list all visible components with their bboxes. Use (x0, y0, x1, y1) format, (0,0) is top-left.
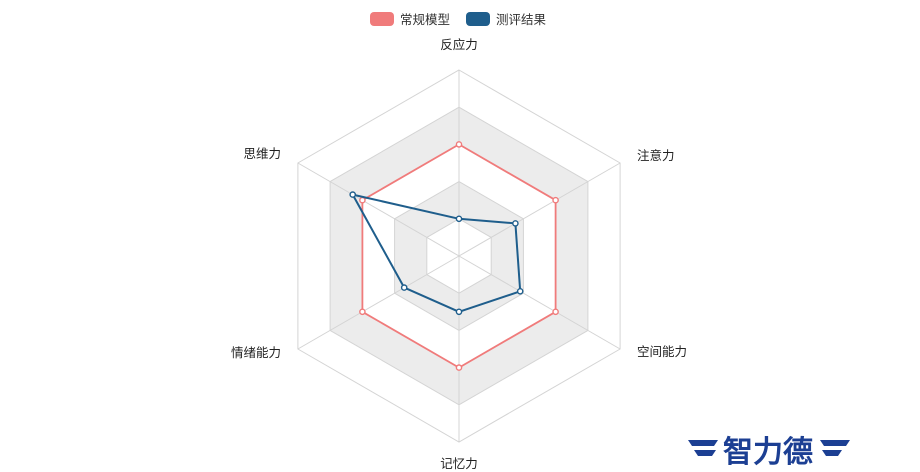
series-1-point-5[interactable] (349, 191, 357, 198)
series-1-point-1[interactable] (512, 220, 519, 227)
series-0-point-2[interactable] (552, 308, 559, 316)
legend-swatch-0 (370, 12, 394, 26)
axis-label-5: 思维力 (243, 146, 281, 161)
brand-logo: 智力德 (688, 435, 850, 470)
legend-swatch-1 (466, 12, 490, 26)
spoke-4 (297, 255, 460, 350)
spoke-5 (297, 162, 460, 257)
legend-label-1: 测评结果 (496, 12, 547, 27)
series-1 (349, 191, 524, 316)
legend-label-0: 常规模型 (400, 12, 450, 27)
series-0-point-3[interactable] (455, 364, 463, 371)
logo-right-wing (820, 440, 850, 456)
series-1-point-4[interactable] (400, 284, 408, 291)
series-0-point-5[interactable] (359, 196, 366, 204)
series-0-point-4[interactable] (359, 308, 366, 316)
axis-label-2: 空间能力 (637, 344, 687, 359)
series-0-point-0[interactable] (455, 141, 463, 148)
chart-legend: 常规模型 测评结果 (370, 12, 547, 27)
logo-left-wing (688, 440, 718, 456)
logo-text: 智力德 (723, 435, 813, 470)
legend-item-0[interactable]: 常规模型 (370, 12, 450, 27)
series-1-point-3[interactable] (455, 308, 463, 316)
legend-item-1[interactable]: 测评结果 (466, 12, 547, 27)
series-0-point-1[interactable] (552, 196, 559, 204)
spoke-2 (458, 255, 621, 350)
spoke-1 (458, 162, 621, 257)
radar-series-layer (349, 141, 559, 371)
radar-spokes (297, 70, 621, 442)
series-1-point-0[interactable] (455, 215, 463, 223)
axis-label-3: 记忆力 (440, 456, 478, 471)
axis-label-0: 反应力 (440, 37, 478, 52)
axis-label-4: 情绪能力 (231, 345, 281, 360)
series-1-point-2[interactable] (516, 287, 524, 295)
axis-label-1: 注意力 (637, 148, 675, 163)
